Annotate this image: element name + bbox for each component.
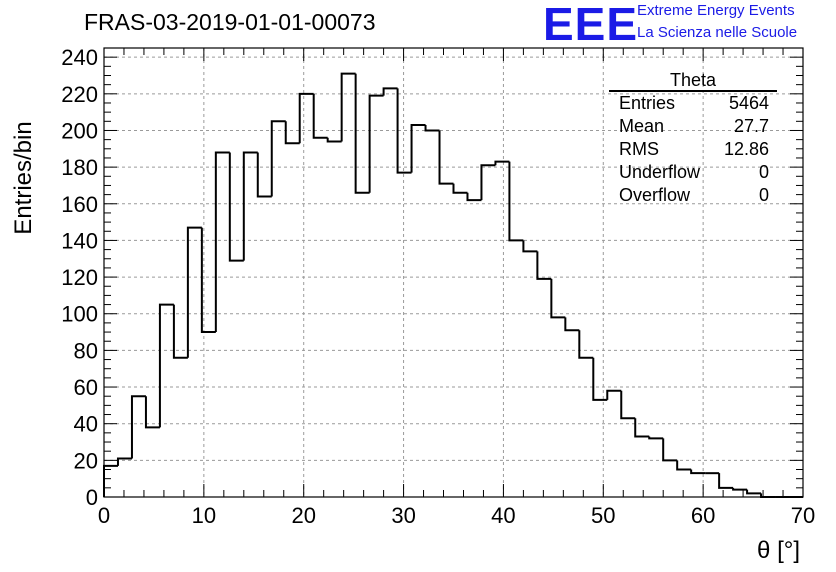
stats-row-overflow: Overflow 0 [619, 185, 769, 207]
y-tick-label: 100 [61, 302, 98, 327]
logo-mark: EEE [543, 0, 639, 50]
histogram-bin [620, 390, 636, 420]
stats-value: 0 [758, 185, 769, 205]
histogram-bin [242, 151, 258, 261]
y-tick-label: 180 [61, 155, 98, 180]
histogram-bin [662, 438, 678, 462]
stats-row-entries: Entries 5464 [619, 93, 769, 115]
histogram-bin [298, 92, 314, 144]
histogram-bin [732, 487, 748, 491]
x-tick-label: 0 [98, 503, 110, 528]
histogram-bin [382, 87, 398, 96]
histogram-bin [186, 226, 202, 358]
stats-label: Mean [619, 116, 665, 136]
stats-label: Overflow [619, 185, 691, 205]
histogram-bin [466, 192, 482, 202]
x-tick-label: 60 [691, 503, 715, 528]
y-tick-label: 20 [74, 448, 98, 473]
histogram-bin [718, 473, 734, 489]
histogram-bin [144, 396, 160, 429]
y-tick-label: 220 [61, 82, 98, 107]
histogram-bin [116, 457, 132, 466]
x-tick-label: 70 [791, 503, 815, 528]
histogram-bin [494, 160, 510, 166]
tick-layer [103, 47, 804, 498]
histogram-bin [634, 418, 650, 438]
histogram-bin [312, 93, 328, 139]
y-tick-label: 140 [61, 228, 98, 253]
histogram-bin [172, 304, 188, 359]
histogram-bin [130, 395, 146, 459]
y-tick-label: 60 [74, 375, 98, 400]
histogram-bin [103, 464, 118, 497]
histogram-bin [508, 161, 524, 242]
histogram-bin [592, 357, 608, 401]
histogram-bin [284, 121, 300, 145]
stats-value: 27.7 [733, 116, 769, 136]
histogram-bin [676, 460, 692, 471]
y-tick-label: 40 [74, 412, 98, 437]
histogram-bin [578, 330, 594, 359]
grid-layer [104, 48, 803, 497]
stats-value: 12.86 [723, 139, 769, 159]
stats-row-rms: RMS 12.86 [619, 139, 769, 161]
logo-line-2: La Scienza nelle Scuole [637, 24, 798, 41]
histogram-bin [564, 317, 580, 332]
y-tick-label: 200 [61, 118, 98, 143]
x-tick-label: 50 [591, 503, 615, 528]
stats-value: 0 [758, 162, 769, 182]
y-tick-label: 160 [61, 192, 98, 217]
histogram-bin [200, 227, 216, 334]
stats-row-underflow: Underflow 0 [619, 162, 769, 184]
histogram-bin [452, 183, 468, 194]
stats-value: 5464 [728, 93, 769, 113]
histogram-bin [410, 123, 426, 173]
stats-label: Entries [619, 93, 676, 113]
histogram-bin [354, 73, 370, 194]
plot-frame [103, 47, 804, 498]
histogram-layer [103, 72, 803, 498]
run-title: FRAS-03-2019-01-01-00073 [84, 9, 376, 35]
stats-row-mean: Mean 27.7 [619, 116, 769, 138]
histogram-bin [522, 240, 538, 253]
histogram-bin [424, 124, 440, 132]
histogram-bin [340, 72, 356, 142]
histogram-bin [396, 88, 412, 174]
x-axis-label: θ [°] [757, 537, 800, 564]
histogram-bin [480, 164, 496, 201]
y-tick-label: 0 [86, 485, 98, 510]
histogram-bin [368, 94, 384, 193]
histogram-bin [256, 152, 272, 198]
stats-title: Theta [669, 70, 717, 90]
x-tick-label: 30 [391, 503, 415, 528]
y-axis-label: Entries/bin [10, 121, 37, 234]
y-tick-label: 120 [61, 265, 98, 290]
histogram-bin [550, 278, 566, 319]
tick-label-layer: 0 10 20 30 40 50 60 70 0 20 40 60 80 100 120 140 160 180 2… [61, 45, 815, 528]
histogram-bin [536, 251, 552, 280]
stats-rule [609, 90, 777, 92]
x-tick-label: 10 [192, 503, 216, 528]
x-tick-label: 20 [291, 503, 315, 528]
stats-label: RMS [619, 139, 659, 159]
logo-line-1: Extreme Energy Events [637, 2, 795, 19]
histogram-bin [746, 489, 762, 495]
x-tick-label: 40 [491, 503, 515, 528]
histogram-bin [158, 303, 174, 428]
histogram-bin [214, 151, 230, 333]
histogram-bin [648, 436, 664, 440]
histogram-bin [326, 137, 342, 143]
histogram-bin [438, 130, 454, 185]
stats-label: Underflow [619, 162, 701, 182]
y-tick-label: 80 [74, 338, 98, 363]
histogram-bin [228, 152, 244, 262]
histogram-bin [270, 120, 286, 197]
histogram-bin [606, 389, 622, 400]
y-tick-label: 240 [61, 45, 98, 70]
histogram-bin [690, 469, 706, 475]
